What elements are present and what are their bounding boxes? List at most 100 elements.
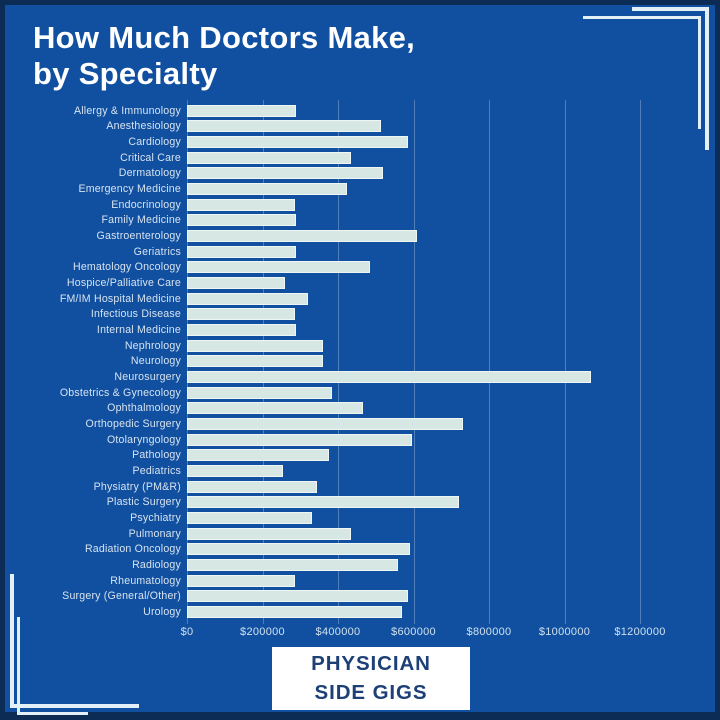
chart-row: Ophthalmology bbox=[0, 400, 720, 416]
bar-label: Gastroenterology bbox=[96, 230, 181, 243]
bar bbox=[187, 370, 591, 383]
chart-title: How Much Doctors Make, by Specialty bbox=[33, 20, 415, 92]
chart-row: Surgery (General/Other) bbox=[0, 588, 720, 604]
axis-tick-label: $600000 bbox=[391, 626, 436, 638]
chart-row: Otolaryngology bbox=[0, 432, 720, 448]
bar bbox=[187, 543, 410, 556]
bar bbox=[187, 261, 371, 274]
bar bbox=[187, 402, 363, 415]
bar-label: Obstetrics & Gynecology bbox=[59, 386, 181, 399]
bar bbox=[187, 230, 418, 243]
gridline bbox=[413, 100, 415, 624]
chart-row: Nephrology bbox=[0, 338, 720, 354]
bar-label: Family Medicine bbox=[101, 214, 181, 227]
corner-bracket-top-right-inner bbox=[583, 16, 701, 129]
bar bbox=[187, 324, 297, 337]
chart-row: Gastroenterology bbox=[0, 228, 720, 244]
bar-label: Pediatrics bbox=[132, 464, 181, 477]
chart-row: Obstetrics & Gynecology bbox=[0, 385, 720, 401]
gridline bbox=[338, 100, 339, 624]
bar bbox=[187, 214, 297, 227]
chart-row: FM/IM Hospital Medicine bbox=[0, 291, 720, 307]
bar-label: Internal Medicine bbox=[96, 324, 181, 337]
chart-row: Neurology bbox=[0, 354, 720, 370]
bar-label: Hospice/Palliative Care bbox=[66, 277, 181, 290]
bar-label: Infectious Disease bbox=[90, 308, 181, 321]
bar-label: Orthopedic Surgery bbox=[85, 417, 181, 430]
corner-bracket-top-right-outer bbox=[632, 7, 709, 150]
gridline bbox=[489, 100, 490, 624]
chart-row: Hematology Oncology bbox=[0, 260, 720, 276]
bar-label: Allergy & Immunology bbox=[73, 104, 181, 117]
bar-label: Pulmonary bbox=[128, 527, 181, 540]
chart-row: Radiation Oncology bbox=[0, 541, 720, 557]
bar-label: Emergency Medicine bbox=[78, 183, 181, 196]
chart-row: Allergy & Immunology bbox=[0, 103, 720, 119]
bar-label: Neurosurgery bbox=[114, 370, 181, 383]
corner-bracket-bottom-left-outer bbox=[10, 574, 139, 708]
bar-label: Urology bbox=[143, 605, 181, 618]
logo-line-1: PHYSICIAN bbox=[311, 651, 431, 675]
axis-tick-label: $200000 bbox=[240, 626, 285, 638]
chart-row: Urology bbox=[0, 604, 720, 620]
bar-label: Dermatology bbox=[118, 167, 181, 180]
bar-chart: Allergy & Immunology Anesthesiology Cardio… bbox=[0, 103, 720, 620]
bar-label: Pathology bbox=[132, 449, 181, 462]
x-axis-tick-labels: $0 $200000 $400000 $600000 $800000 $1000000 $1… bbox=[181, 626, 666, 640]
bar bbox=[187, 183, 348, 196]
bar-label: Anesthesiology bbox=[106, 120, 181, 133]
chart-title-line-1: How Much Doctors Make, bbox=[33, 20, 416, 55]
bar bbox=[187, 574, 295, 587]
bar bbox=[187, 433, 412, 446]
bar-label: Radiation Oncology bbox=[84, 543, 181, 556]
bar bbox=[187, 277, 286, 290]
chart-row: Infectious Disease bbox=[0, 307, 720, 323]
bar bbox=[187, 308, 295, 321]
bar-label: Neurology bbox=[130, 355, 181, 368]
chart-row: Pediatrics bbox=[0, 463, 720, 479]
bar bbox=[187, 558, 399, 571]
bar bbox=[187, 386, 333, 399]
bar-label: Ophthalmology bbox=[107, 402, 181, 415]
bar-label: Plastic Surgery bbox=[106, 496, 181, 509]
bar bbox=[187, 355, 323, 368]
bar-label: Nephrology bbox=[124, 339, 181, 352]
bar bbox=[187, 464, 284, 477]
chart-row: Neurosurgery bbox=[0, 369, 720, 385]
bar bbox=[187, 417, 463, 430]
logo-line-2: SIDE GIGS bbox=[314, 680, 428, 704]
bar bbox=[187, 590, 408, 603]
chart-row: Rheumatology bbox=[0, 573, 720, 589]
bar bbox=[187, 449, 329, 462]
bar-label: Hematology Oncology bbox=[72, 261, 181, 274]
chart-row: Anesthesiology bbox=[0, 119, 720, 135]
bar-label: Endocrinology bbox=[111, 198, 181, 211]
bar bbox=[187, 198, 295, 211]
chart-row: Endocrinology bbox=[0, 197, 720, 213]
chart-row: Critical Care bbox=[0, 150, 720, 166]
chart-row: Geriatrics bbox=[0, 244, 720, 260]
chart-row: Pulmonary bbox=[0, 526, 720, 542]
axis-tick-label: $1000000 bbox=[538, 626, 591, 638]
chart-row: Family Medicine bbox=[0, 213, 720, 229]
bar bbox=[187, 292, 308, 305]
axis-tick-label: $800000 bbox=[466, 626, 512, 638]
axis-tick-label: $1200000 bbox=[614, 626, 666, 638]
bar-label: Radiology bbox=[132, 558, 181, 571]
bar bbox=[187, 167, 384, 180]
gridline bbox=[564, 100, 566, 624]
chart-row: Physiatry (PM&R) bbox=[0, 479, 720, 495]
chart-row: Psychiatry bbox=[0, 510, 720, 526]
bar bbox=[187, 496, 459, 509]
corner-bracket-bottom-left-inner bbox=[17, 617, 88, 715]
chart-row: Internal Medicine bbox=[0, 322, 720, 338]
bar-label: FM/IM Hospital Medicine bbox=[59, 292, 181, 305]
physician-side-gigs-logo: PHYSICIAN SIDE GIGS bbox=[272, 647, 470, 710]
bar-label: Psychiatry bbox=[130, 511, 181, 524]
chart-row: Orthopedic Surgery bbox=[0, 416, 720, 432]
bar-label: Surgery (General/Other) bbox=[62, 590, 181, 603]
bar-label: Geriatrics bbox=[133, 245, 181, 258]
axis-tick-label: $400000 bbox=[315, 626, 361, 638]
bar bbox=[187, 339, 323, 352]
